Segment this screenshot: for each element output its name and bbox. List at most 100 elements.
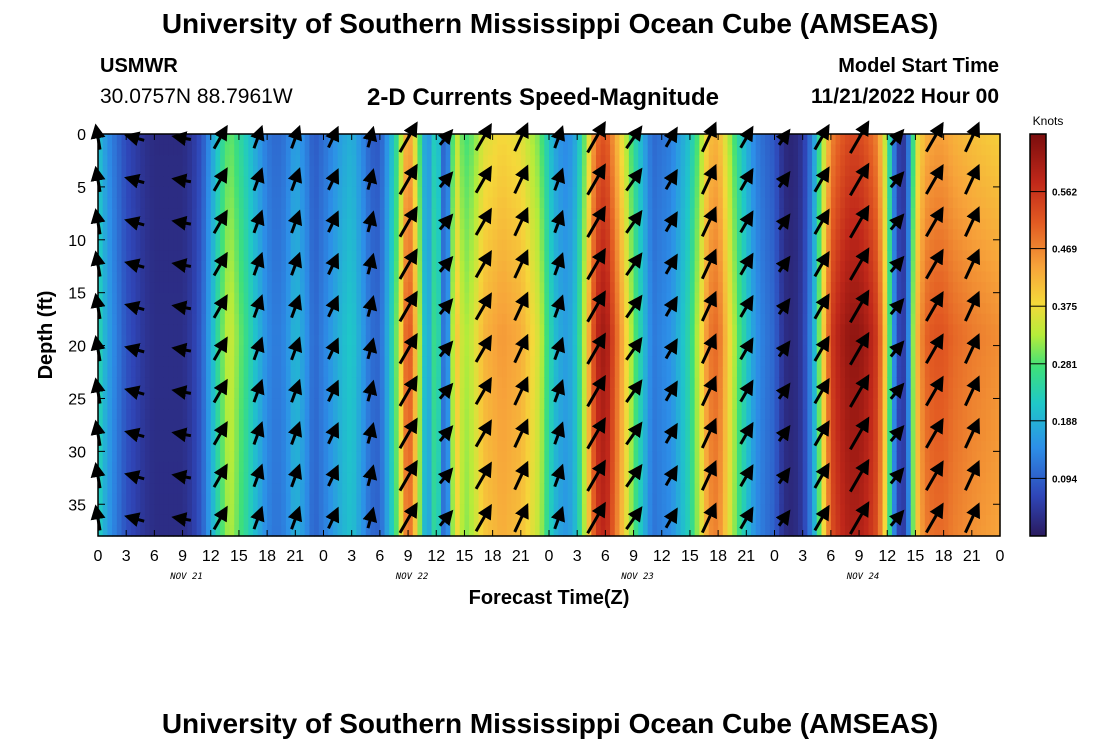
heatmap-cell (102, 324, 108, 336)
heatmap-cell (234, 282, 240, 294)
heatmap-cell (135, 186, 141, 199)
heatmap-cell (309, 260, 315, 273)
heatmap-cell (694, 335, 700, 347)
heatmap-cell (323, 419, 329, 431)
heatmap-cell (412, 144, 419, 156)
heatmap-cell (210, 483, 217, 495)
heatmap-cell (262, 525, 268, 537)
heatmap-cell (544, 134, 550, 146)
heatmap-cell (267, 335, 273, 347)
heatmap-cell (229, 514, 235, 527)
heatmap-cell (191, 176, 198, 188)
heatmap-cell (356, 313, 362, 326)
heatmap-cell (610, 409, 616, 421)
heatmap-cell (478, 483, 484, 495)
heatmap-cell (201, 514, 207, 527)
heatmap-cell (248, 345, 254, 357)
heatmap-cell (506, 335, 513, 347)
heatmap-cell (506, 208, 513, 220)
heatmap-cell (130, 335, 137, 347)
heatmap-cell (492, 493, 498, 505)
heatmap-cell (549, 451, 555, 463)
heatmap-cell (487, 451, 494, 463)
heatmap-cell (393, 398, 400, 410)
heatmap-cell (581, 419, 588, 431)
heatmap-cell (595, 472, 602, 484)
heatmap-cell (431, 218, 437, 230)
heatmap-cell (163, 229, 170, 241)
heatmap-cell (346, 345, 353, 357)
heatmap-cell (271, 271, 278, 283)
heatmap-cell (530, 440, 536, 452)
heatmap-cell (201, 197, 207, 209)
heatmap-cell (572, 387, 578, 400)
heatmap-cell (520, 525, 527, 537)
heatmap-cell (417, 398, 423, 410)
heatmap-cell (699, 165, 705, 177)
heatmap-cell (487, 387, 494, 400)
heatmap-cell (267, 271, 273, 283)
heatmap-cell (116, 165, 123, 177)
heatmap-cell (398, 165, 404, 177)
heatmap-cell (384, 165, 390, 177)
heatmap-cell (201, 313, 207, 326)
heatmap-cell (328, 313, 334, 326)
heatmap-cell (685, 260, 691, 273)
heatmap-cell (577, 514, 583, 527)
heatmap-cell (581, 134, 588, 146)
heatmap-cell (525, 514, 531, 527)
heatmap-cell (135, 366, 141, 378)
heatmap-cell (346, 144, 353, 156)
heatmap-cell (144, 387, 151, 400)
heatmap-cell (201, 493, 207, 505)
heatmap-cell (628, 461, 635, 474)
heatmap-cell (163, 366, 170, 378)
heatmap-cell (534, 229, 541, 241)
heatmap-cell (605, 208, 611, 220)
heatmap-cell (408, 239, 414, 251)
heatmap-cell (652, 387, 658, 400)
heatmap-cell (398, 176, 404, 188)
heatmap-cell (262, 144, 268, 156)
heatmap-cell (318, 345, 325, 357)
heatmap-cell (445, 197, 451, 209)
heatmap-cell (365, 377, 372, 389)
heatmap-cell (159, 197, 165, 209)
heatmap-cell (112, 176, 118, 188)
heatmap-cell (553, 324, 559, 336)
heatmap-cell (539, 271, 545, 283)
heatmap-cell (379, 271, 386, 283)
heatmap-cell (163, 218, 170, 230)
heatmap-cell (290, 398, 296, 410)
heatmap-cell (309, 186, 315, 199)
heatmap-cell (191, 260, 198, 273)
heatmap-cell (356, 356, 362, 368)
heatmap-cell (318, 398, 325, 410)
heatmap-cell (130, 271, 137, 283)
heatmap-cell (342, 345, 348, 357)
heatmap-cell (525, 451, 531, 463)
heatmap-cell (337, 197, 343, 209)
heatmap-cell (708, 356, 715, 368)
heatmap-cell (563, 504, 569, 516)
heatmap-cell (459, 377, 466, 389)
heatmap-cell (130, 398, 137, 410)
heatmap-cell (314, 218, 320, 230)
heatmap-cell (422, 398, 428, 410)
heatmap-cell (121, 398, 127, 410)
heatmap-cell (638, 525, 644, 537)
heatmap-cell (346, 134, 353, 146)
heatmap-cell (689, 335, 696, 347)
heatmap-cell (309, 504, 315, 516)
heatmap-cell (384, 419, 390, 431)
heatmap-cell (436, 165, 442, 177)
heatmap-cell (337, 387, 343, 400)
heatmap-cell (595, 176, 602, 188)
heatmap-cell (708, 186, 715, 199)
heatmap-cell (426, 419, 433, 431)
heatmap-cell (361, 250, 367, 262)
heatmap-cell (337, 335, 343, 347)
heatmap-cell (619, 186, 625, 199)
heatmap-cell (422, 430, 428, 442)
heatmap-cell (619, 250, 625, 262)
